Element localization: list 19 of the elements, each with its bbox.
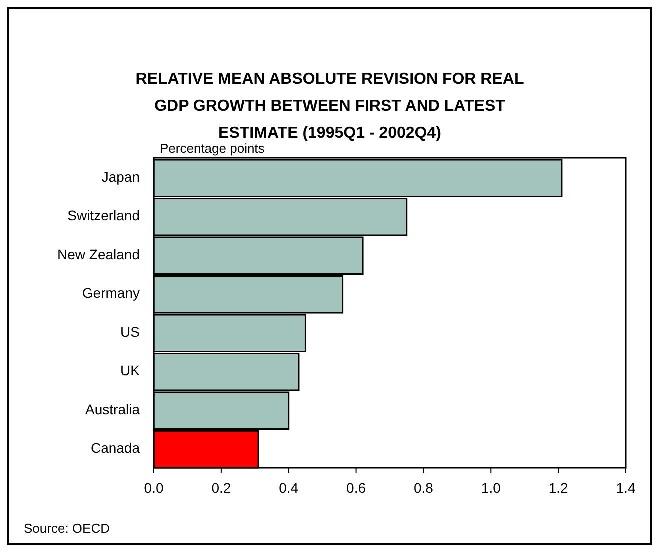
y-tick-label: Germany xyxy=(82,285,140,302)
y-tick-label: Australia xyxy=(86,401,140,418)
y-tick-label: Canada xyxy=(90,440,140,456)
x-tick-label: 0.6 xyxy=(346,480,366,496)
x-tick-label: 0.0 xyxy=(144,480,164,496)
x-tick-label: 0.8 xyxy=(414,480,434,496)
y-tick-label: US xyxy=(120,324,140,340)
y-tick-label: Japan xyxy=(102,168,140,185)
source-note: Source: OECD xyxy=(24,521,110,536)
x-tick-label: 1.4 xyxy=(616,480,636,496)
x-tick-label: 0.4 xyxy=(279,480,299,496)
x-axis-title: Percentage points xyxy=(160,141,266,156)
x-tick-label: 1.2 xyxy=(548,480,569,496)
y-tick-label: New Zealand xyxy=(58,246,140,262)
x-tick-label: 0.2 xyxy=(212,480,232,496)
chart-title: RELATIVE MEAN ABSOLUTE REVISION FOR REAL GDP GROWTH BETWEEN FIRST AND LATEST ESTIMATE (1995Q1 - 2002Q4) xyxy=(136,71,524,142)
x-tick-label: 1.0 xyxy=(481,480,502,496)
y-tick-label: UK xyxy=(120,362,141,379)
y-tick-label: Switzerland xyxy=(68,208,140,224)
